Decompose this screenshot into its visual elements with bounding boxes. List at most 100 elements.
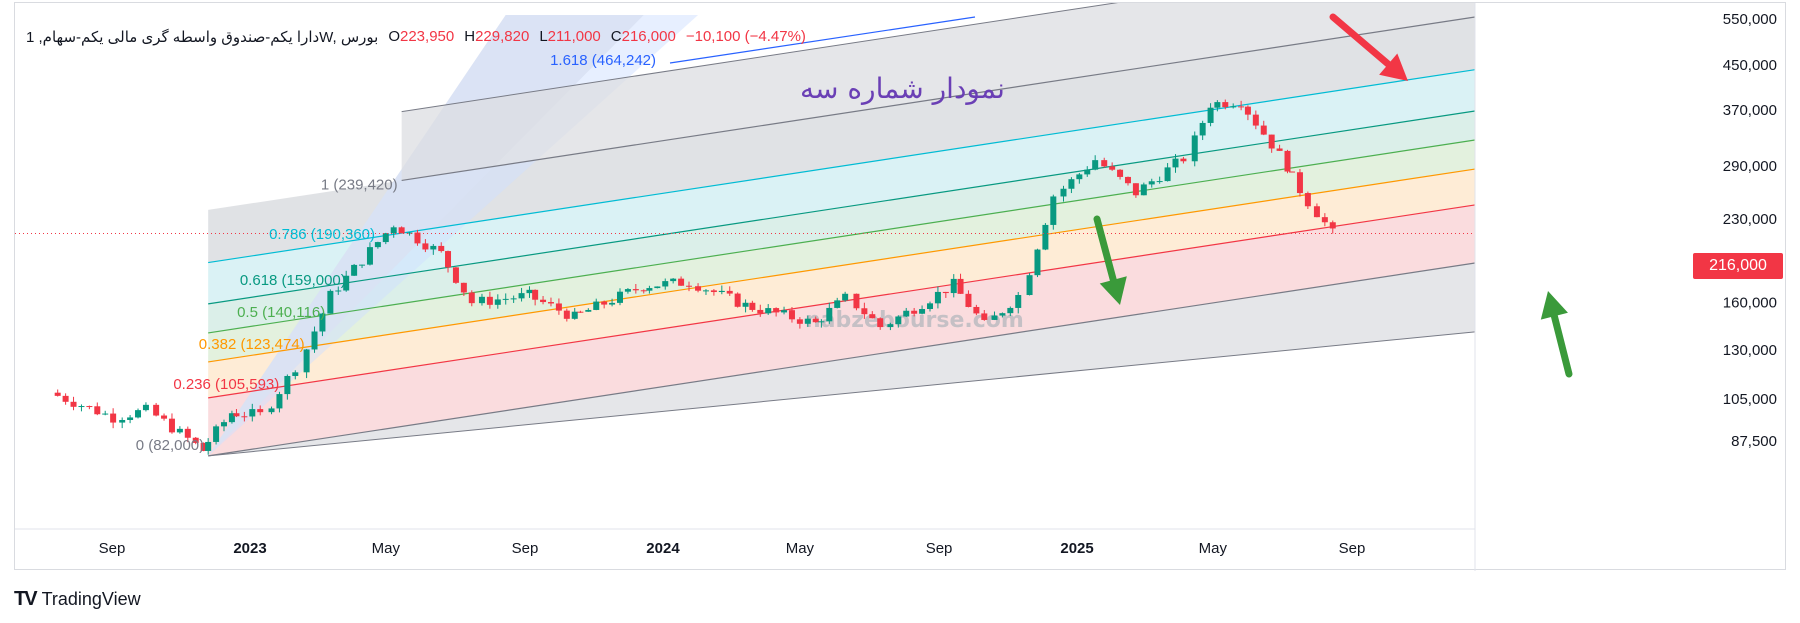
candle[interactable]: [221, 419, 228, 432]
candle[interactable]: [390, 225, 397, 238]
candle[interactable]: [788, 307, 795, 323]
candle[interactable]: [460, 282, 467, 296]
candle[interactable]: [486, 291, 493, 309]
candle[interactable]: [895, 315, 902, 328]
candle[interactable]: [1101, 157, 1108, 168]
candle[interactable]: [1092, 155, 1099, 171]
candle[interactable]: [1304, 191, 1311, 209]
candle[interactable]: [555, 298, 562, 315]
candle[interactable]: [1068, 177, 1075, 194]
candle[interactable]: [662, 278, 669, 290]
candle[interactable]: [1050, 194, 1057, 230]
candle[interactable]: [942, 291, 949, 298]
candle[interactable]: [686, 281, 693, 292]
candle[interactable]: [999, 312, 1006, 318]
candle[interactable]: [518, 287, 525, 302]
candle[interactable]: [593, 298, 600, 311]
candle[interactable]: [1289, 171, 1296, 173]
candle[interactable]: [818, 319, 825, 328]
candle[interactable]: [1140, 182, 1147, 196]
candle[interactable]: [398, 226, 405, 234]
candle[interactable]: [734, 292, 741, 308]
candle[interactable]: [343, 270, 350, 292]
candle[interactable]: [678, 276, 685, 286]
candle[interactable]: [624, 288, 631, 294]
candle[interactable]: [335, 286, 342, 295]
candle[interactable]: [616, 288, 623, 306]
candle[interactable]: [1117, 169, 1124, 180]
candle[interactable]: [494, 294, 501, 309]
candle[interactable]: [702, 289, 709, 295]
candle[interactable]: [1015, 292, 1022, 314]
candle[interactable]: [161, 413, 168, 421]
candle[interactable]: [1207, 103, 1214, 127]
candle[interactable]: [526, 286, 533, 298]
candle[interactable]: [430, 243, 437, 255]
tradingview-brand[interactable]: TV TradingView: [14, 588, 141, 611]
candle[interactable]: [710, 289, 717, 296]
candle[interactable]: [510, 295, 517, 303]
candle[interactable]: [547, 297, 554, 307]
candle[interactable]: [135, 408, 142, 419]
candle[interactable]: [1214, 100, 1221, 112]
candle[interactable]: [1076, 172, 1083, 184]
candle[interactable]: [1060, 185, 1067, 202]
candle[interactable]: [1199, 120, 1206, 141]
candle[interactable]: [257, 405, 264, 416]
candle[interactable]: [1284, 149, 1291, 174]
candle[interactable]: [718, 285, 725, 295]
candle[interactable]: [973, 304, 980, 316]
candle[interactable]: [142, 402, 149, 412]
candle[interactable]: [577, 310, 584, 313]
candle[interactable]: [842, 291, 849, 302]
candle[interactable]: [284, 374, 291, 400]
candle[interactable]: [268, 406, 275, 415]
candle[interactable]: [1276, 144, 1283, 151]
candle[interactable]: [1124, 176, 1131, 186]
candle[interactable]: [540, 296, 547, 305]
candle[interactable]: [184, 426, 191, 443]
candle[interactable]: [205, 438, 212, 455]
candle[interactable]: [926, 301, 933, 312]
candle[interactable]: [853, 293, 860, 311]
candle[interactable]: [861, 302, 868, 319]
candle[interactable]: [1296, 169, 1303, 197]
candle[interactable]: [382, 232, 389, 245]
candle[interactable]: [654, 286, 661, 289]
candle[interactable]: [1191, 131, 1198, 167]
candle[interactable]: [1026, 273, 1033, 296]
candle[interactable]: [911, 307, 918, 317]
price-chart[interactable]: nabzebourse.com 0 (82,000)0.236 (105,593…: [15, 3, 1787, 571]
candle[interactable]: [228, 410, 235, 424]
candle[interactable]: [781, 306, 788, 315]
candle[interactable]: [1034, 248, 1041, 278]
candle[interactable]: [438, 242, 445, 253]
candle[interactable]: [869, 311, 876, 319]
candle[interactable]: [1156, 176, 1163, 184]
candle[interactable]: [319, 312, 326, 337]
candle[interactable]: [153, 402, 160, 417]
candle[interactable]: [1109, 162, 1116, 171]
symbol-label[interactable]: دارا یکم-صندوق واسطه گری مالی یکم-سهام, …: [26, 29, 379, 46]
candle[interactable]: [965, 290, 972, 308]
candle[interactable]: [502, 293, 509, 305]
candle[interactable]: [834, 297, 841, 309]
candle[interactable]: [773, 307, 780, 317]
candle[interactable]: [303, 348, 310, 379]
candle[interactable]: [695, 283, 702, 293]
candle[interactable]: [877, 317, 884, 330]
candle[interactable]: [1222, 99, 1229, 110]
candle[interactable]: [366, 242, 373, 266]
candle[interactable]: [981, 310, 988, 321]
candle[interactable]: [571, 307, 578, 320]
candle[interactable]: [765, 304, 772, 315]
candle[interactable]: [468, 290, 475, 307]
candle[interactable]: [478, 293, 485, 306]
candle[interactable]: [213, 424, 220, 445]
candle[interactable]: [632, 283, 639, 294]
candle[interactable]: [62, 393, 69, 405]
candle[interactable]: [812, 316, 819, 323]
candle[interactable]: [1268, 134, 1275, 153]
candle[interactable]: [94, 402, 101, 416]
candle[interactable]: [742, 299, 749, 313]
